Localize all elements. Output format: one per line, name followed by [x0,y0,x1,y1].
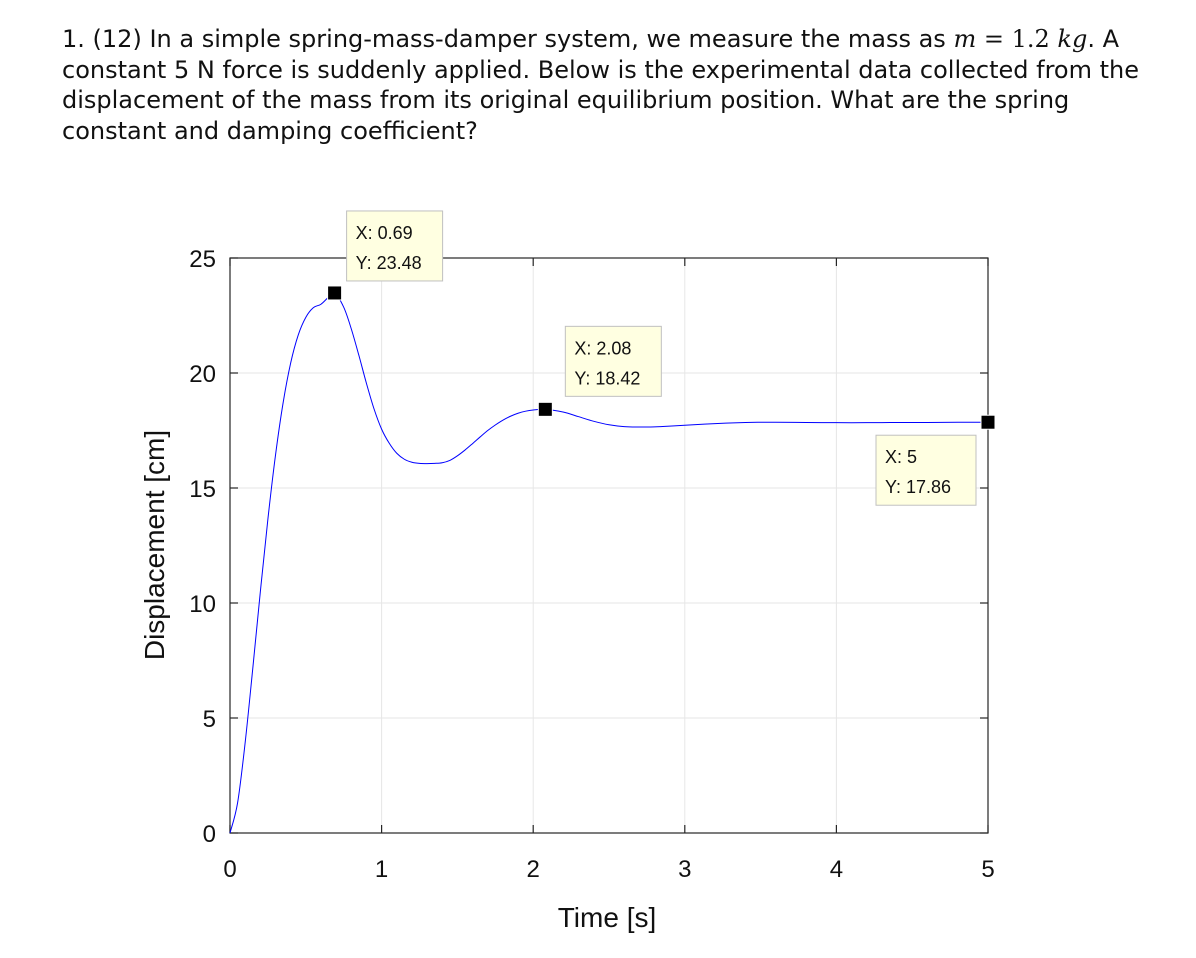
data-tip: X: 2.08 Y: 18.42 [564,325,662,397]
data-tip-marker [537,401,553,417]
x-tick-label: 3 [678,856,691,883]
data-tip-box [564,325,662,397]
data-tip-x-label: X: 0.69 [356,223,413,243]
data-tip-marker [980,414,996,430]
y-tick-labels: 0 5 10 15 20 25 [189,246,216,848]
data-tip-box [346,210,444,282]
data-tip-box [875,434,977,506]
y-axis-title: Displacement [cm] [139,430,170,660]
data-tip: X: 5 Y: 17.86 [875,434,977,506]
question-intro: In a simple spring-mass-damper system, w… [149,25,946,53]
mass-unit: kg [1057,25,1088,53]
series-line [229,292,989,834]
mass-value: 1.2 [1011,25,1050,53]
plot-frame [229,257,989,834]
data-tip-marker [327,285,343,301]
question-text: 1. (12) In a simple spring-mass-damper s… [62,24,1142,146]
question-body: . A constant 5 N force is suddenly appli… [62,25,1140,145]
tick-marks [229,257,989,834]
x-axis-title: Time [s] [558,902,657,933]
data-tip: X: 0.69 Y: 23.48 [346,210,444,282]
mass-equation: m = 1.2 kg [953,25,1087,53]
x-tick-label: 5 [981,856,994,883]
mass-equals: = [983,25,1004,53]
y-tick-label: 25 [189,246,216,273]
question-points: (12) [92,25,142,53]
data-tip-x-label: X: 5 [885,447,917,467]
data-markers [327,285,996,430]
x-tick-label: 0 [223,856,236,883]
question-number: 1. [62,25,85,53]
data-tip-y-label: Y: 17.86 [885,477,951,497]
mass-variable: m [953,25,977,53]
y-tick-label: 15 [189,476,216,503]
x-tick-label: 4 [830,856,843,883]
x-tick-label: 2 [527,856,540,883]
y-tick-label: 5 [203,706,216,733]
data-tip-x-label: X: 2.08 [574,338,631,358]
x-tick-labels: 0 1 2 3 4 5 [223,856,994,883]
data-tip-y-label: Y: 18.42 [574,368,640,388]
x-tick-label: 1 [375,856,388,883]
data-tips: X: 0.69 Y: 23.48 X: 2.08 Y: 18.42 X: 5 Y: 17.… [346,210,977,506]
y-tick-label: 10 [189,591,216,618]
y-tick-label: 20 [189,361,216,388]
y-tick-label: 0 [203,821,216,848]
data-tip-y-label: Y: 23.48 [356,253,422,273]
